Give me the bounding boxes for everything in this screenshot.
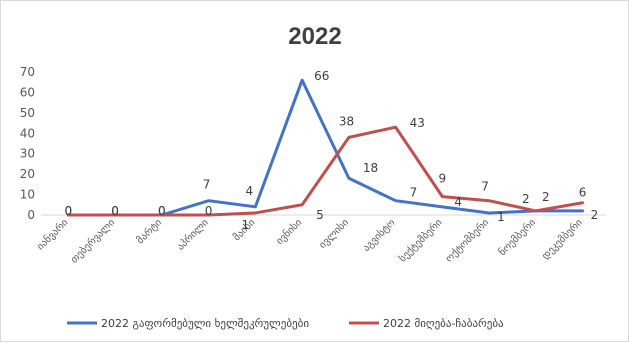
- data-label: 0: [158, 204, 166, 218]
- data-label: 4: [454, 195, 462, 209]
- legend-label-1: 2022 გაფორმებული ხელშეკრულებები: [101, 317, 309, 330]
- data-label: 0: [65, 204, 73, 218]
- x-tick-label: ივნისი: [274, 217, 304, 247]
- data-label: 2: [522, 192, 530, 206]
- data-label: 1: [242, 218, 250, 232]
- data-label: 4: [246, 184, 254, 198]
- legend-label-2: 2022 მიღება-ჩაბარება: [383, 317, 504, 330]
- y-tick-label: 20: [20, 167, 35, 181]
- legend: 2022 გაფორმებული ხელშეკრულებები 2022 მიღე…: [67, 317, 504, 330]
- data-label: 38: [339, 114, 354, 128]
- data-label: 0: [111, 204, 119, 218]
- data-label: 1: [497, 210, 505, 224]
- y-tick-label: 40: [20, 126, 35, 140]
- data-label: 6: [579, 186, 587, 200]
- data-label: 43: [410, 116, 425, 130]
- data-label: 0: [111, 204, 119, 218]
- data-label: 2: [591, 208, 599, 222]
- data-label: 7: [203, 178, 211, 192]
- x-tick-label: ოქტომბერი: [443, 217, 491, 265]
- series-lines: [66, 78, 585, 217]
- x-tick-label: თებერვალი: [68, 217, 117, 266]
- series-line-1: [66, 78, 585, 217]
- y-axis-ticks: 0 10 20 30 40 50 60 70: [20, 65, 35, 222]
- y-tick-label: 50: [20, 106, 35, 120]
- x-tick-label: იანვარი: [35, 217, 71, 253]
- data-label: 5: [316, 208, 324, 222]
- x-tick-label: სექტემბერი: [397, 217, 445, 265]
- data-label: 0: [158, 204, 166, 218]
- x-tick-label: აგვისტო: [360, 217, 397, 254]
- chart-title: 2022: [288, 23, 341, 50]
- data-label: 7: [481, 180, 489, 194]
- data-label: 2: [542, 190, 550, 204]
- y-tick-label: 60: [20, 85, 35, 99]
- data-label: 18: [363, 161, 378, 175]
- data-label: 0: [205, 204, 213, 218]
- data-label: 66: [314, 69, 329, 83]
- y-tick-label: 70: [20, 65, 35, 79]
- x-tick-label: დეკემბერი: [539, 217, 584, 262]
- y-tick-label: 30: [20, 147, 35, 161]
- y-tick-label: 10: [20, 188, 35, 202]
- x-tick-label: აპრილი: [175, 217, 211, 253]
- data-label: 9: [439, 172, 447, 186]
- data-label: 0: [65, 204, 73, 218]
- y-tick-label: 0: [27, 208, 35, 222]
- series-line-2: [66, 125, 585, 217]
- x-tick-label: მარტი: [134, 217, 164, 247]
- data-label: 7: [410, 186, 418, 200]
